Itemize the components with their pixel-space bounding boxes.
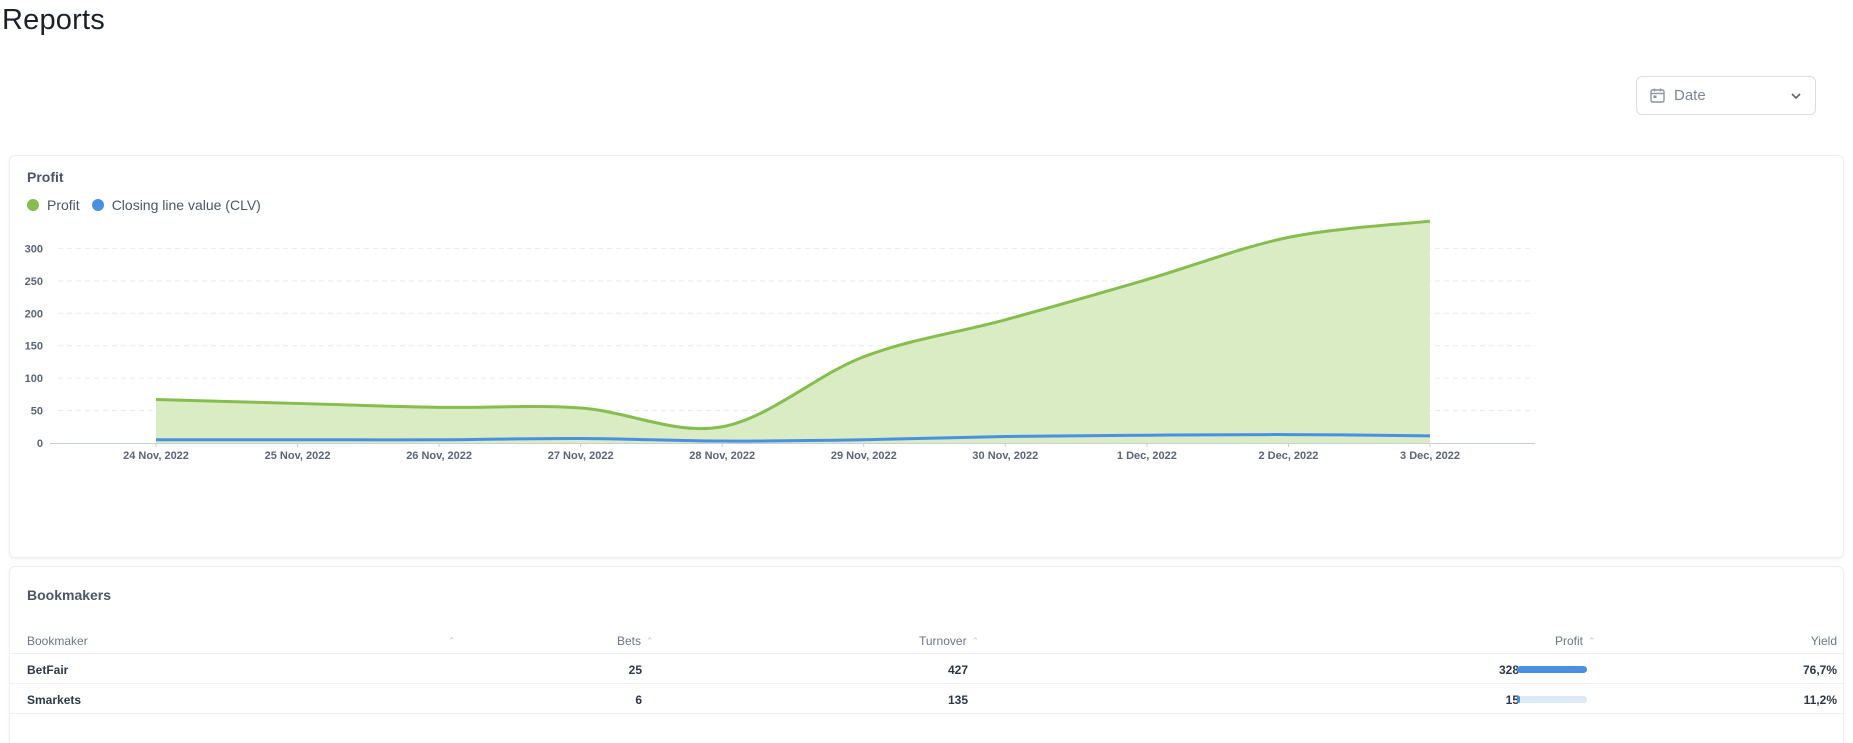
profit-bar-fill: [1517, 696, 1521, 703]
column-header-yield[interactable]: Yield: [1811, 634, 1837, 648]
cell-bookmaker: Smarkets: [27, 693, 82, 707]
cell-bets: 25: [628, 663, 642, 677]
x-tick-label: 3 Dec, 2022: [1400, 450, 1460, 462]
x-tick-label: 2 Dec, 2022: [1258, 450, 1318, 462]
legend-dot-clv: [91, 199, 104, 211]
legend-item-clv[interactable]: Closing line value (CLV): [91, 197, 261, 213]
profit-bar-fill: [1517, 666, 1587, 673]
chart-legend: Profit Closing line value (CLV): [27, 197, 273, 213]
x-tick-label: 1 Dec, 2022: [1117, 450, 1177, 462]
column-header-turnover[interactable]: Turnover ⌃: [919, 634, 979, 648]
profit-area: [156, 221, 1430, 443]
sort-icon: ⌃: [1588, 635, 1596, 646]
date-filter-dropdown[interactable]: Date: [1636, 76, 1816, 115]
x-tick-label: 30 Nov, 2022: [972, 450, 1038, 462]
x-tick-label: 26 Nov, 2022: [406, 450, 472, 462]
bookmakers-table: Bookmaker ⌃ Bets ⌃ Turnover ⌃ Profit ⌃ Y…: [10, 627, 1845, 714]
x-tick-label: 29 Nov, 2022: [831, 450, 897, 462]
cell-yield: 76,7%: [1802, 663, 1837, 677]
chart-card-title: Profit: [27, 169, 64, 185]
profit-bar: [1517, 696, 1587, 703]
y-tick-label: 100: [25, 373, 43, 385]
chevron-down-icon: [1789, 89, 1803, 103]
legend-label-profit: Profit: [47, 197, 80, 213]
table-row[interactable]: Smarkets 6 135 15 11,2%: [10, 684, 1845, 714]
column-label-yield: Yield: [1810, 634, 1837, 648]
table-header-row: Bookmaker ⌃ Bets ⌃ Turnover ⌃ Profit ⌃ Y…: [10, 627, 1845, 654]
cell-yield: 11,2%: [1803, 693, 1837, 707]
y-tick-label: 300: [25, 243, 43, 255]
cell-turnover: 135: [947, 693, 968, 707]
table-row[interactable]: BetFair 25 427 328 76,7%: [10, 654, 1845, 684]
legend-label-clv: Closing line value (CLV): [111, 197, 261, 213]
column-label-bookmaker: Bookmaker: [27, 634, 88, 648]
calendar-icon: [1649, 87, 1666, 104]
column-header-bets[interactable]: Bets ⌃: [617, 634, 654, 648]
column-label-profit: Profit: [1555, 634, 1584, 648]
cell-profit: 15: [1505, 693, 1519, 707]
sort-icon: ⌃: [646, 635, 654, 646]
y-tick-label: 250: [25, 276, 43, 288]
column-label-bets: Bets: [617, 634, 642, 648]
cell-profit: 328: [1498, 663, 1519, 677]
column-header-profit[interactable]: Profit ⌃: [1555, 634, 1596, 648]
cell-turnover: 427: [947, 663, 968, 677]
legend-item-profit[interactable]: Profit: [27, 197, 80, 213]
sort-icon[interactable]: ⌃: [448, 636, 456, 646]
cell-bets: 6: [635, 693, 642, 707]
page-title: Reports: [2, 4, 105, 36]
profit-chart-card: Profit Profit Closing line value (CLV) 0…: [9, 155, 1844, 558]
cell-bookmaker: BetFair: [27, 663, 69, 677]
bookmakers-card: Bookmakers Bookmaker ⌃ Bets ⌃ Turnover ⌃…: [9, 566, 1845, 743]
profit-line: [155, 219, 1431, 431]
x-tick-label: 28 Nov, 2022: [689, 450, 755, 462]
y-tick-label: 200: [25, 308, 43, 320]
x-tick-label: 24 Nov, 2022: [123, 450, 189, 462]
sort-icon: ⌃: [971, 635, 980, 646]
y-tick-label: 150: [25, 341, 43, 353]
x-tick-label: 25 Nov, 2022: [265, 450, 331, 462]
x-tick-label: 27 Nov, 2022: [548, 450, 614, 462]
y-tick-label: 50: [31, 406, 43, 418]
legend-dot-profit: [27, 199, 39, 211]
column-header-bookmaker[interactable]: Bookmaker: [27, 634, 88, 648]
profit-area-chart: 0 50 100 150 200 250 300 24 Nov, 2022 25 Nov, 20…: [25, 219, 1535, 462]
clv-line: [155, 433, 1431, 443]
y-tick-label: 0: [37, 438, 43, 450]
date-filter-label: Date: [1674, 87, 1706, 104]
column-label-turnover: Turnover: [919, 634, 967, 648]
bookmakers-title: Bookmakers: [27, 587, 112, 603]
profit-bar: [1517, 666, 1587, 673]
